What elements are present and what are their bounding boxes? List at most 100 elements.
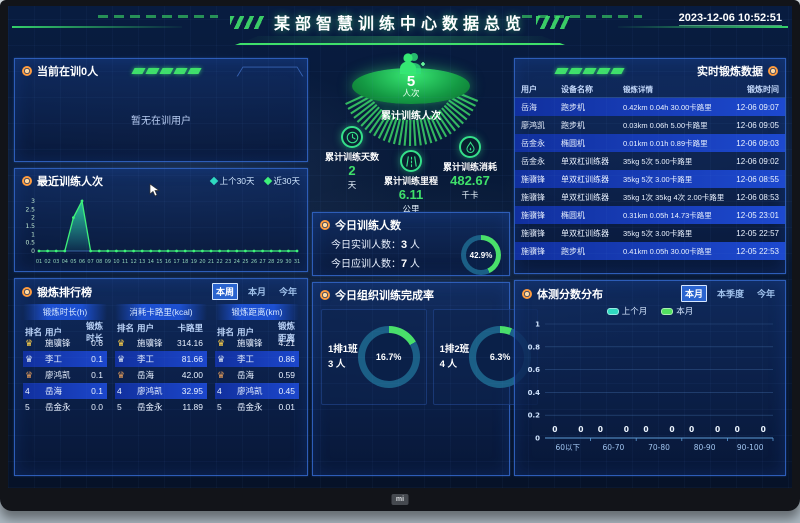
legend-label: 上个30天 — [219, 176, 255, 186]
medal-icon: ♛ — [117, 370, 126, 380]
ranking-panel: 锻炼排行榜 本周 本月 今年 锻炼时长(h) 排名 用户 锻炼时长 ♛ 施骥锋 0.6 ♛ 李工 0.… — [14, 278, 308, 476]
svg-text:03: 03 — [53, 259, 59, 265]
ranking-boards: 锻炼时长(h) 排名 用户 锻炼时长 ♛ 施骥锋 0.6 ♛ 李工 0.1 ♛ 廖鸿凯 0.1 4 岳海 0.… — [15, 302, 307, 417]
svg-text:0: 0 — [535, 435, 540, 443]
value-cell: 0.59 — [278, 370, 295, 380]
ranking-col-header: 卡路里 — [177, 322, 203, 333]
svg-text:1: 1 — [31, 231, 35, 238]
legend-item-近30天[interactable]: 近30天 — [263, 175, 300, 187]
legend-diamond-icon — [209, 176, 218, 186]
stat-value: 482.67 — [450, 173, 490, 188]
svg-text:80-90: 80-90 — [694, 443, 716, 452]
medal-icon: ♛ — [117, 354, 126, 364]
svg-text:1.5: 1.5 — [25, 223, 35, 230]
ranking-tab-本周[interactable]: 本周 — [211, 283, 238, 300]
realtime-cell: 单双杠训练器 — [561, 174, 609, 184]
realtime-cell: 岳金永 — [521, 156, 545, 166]
svg-text:17: 17 — [173, 259, 179, 265]
svg-text:0.6: 0.6 — [528, 366, 541, 374]
ranking-tabs: 本周 本月 今年 — [211, 283, 300, 300]
medal-icon: ♛ — [217, 354, 226, 364]
ranking-tab-今年[interactable]: 今年 — [278, 287, 297, 297]
people-count-blob: 5 人次 — [352, 68, 470, 104]
score-tab-本季度[interactable]: 本季度 — [716, 289, 744, 299]
rank-cell: ♛ — [25, 338, 45, 348]
flame-icon — [465, 140, 475, 153]
monitor-bezel: 某部智慧训练中心数据总览 2023-12-06 10:52:51 当前在训0人 … — [0, 0, 800, 511]
header-dash-right — [522, 15, 642, 18]
realtime-col-header: 锻炼时间 — [747, 84, 779, 94]
svg-text:0.8: 0.8 — [528, 343, 541, 351]
recent-chart-legend: 上个30天 近30天 — [209, 175, 300, 187]
medal-icon: ♛ — [217, 370, 226, 380]
completion-title: 今日组织训练完成率 — [335, 290, 434, 302]
svg-text:0: 0 — [735, 425, 740, 434]
svg-text:18: 18 — [182, 259, 188, 265]
ranking-tab-本月[interactable]: 本月 — [247, 287, 266, 297]
realtime-cell: 跑步机 — [561, 102, 585, 112]
value-cell: 11.89 — [182, 402, 203, 412]
people-count-unit: 人次 — [402, 87, 420, 98]
svg-text:0: 0 — [31, 248, 35, 255]
user-cell: 岳金永 — [237, 402, 263, 412]
realtime-cell: 0.01km 0.01h 0.89卡路里 — [623, 138, 708, 148]
ranking-board-title: 锻炼距离(km) — [215, 304, 299, 320]
realtime-row: 施骥锋 椭圆机 0.31km 0.05h 14.73卡路里 12-05 23:01 — [515, 206, 785, 224]
realtime-cell: 35kg 1次 35kg 4次 2.00卡路里 — [623, 192, 725, 202]
realtime-cell: 0.42km 0.04h 30.00卡路里 — [623, 102, 712, 112]
realtime-cell: 12-05 23:01 — [736, 210, 779, 220]
legend-pill-icon — [661, 307, 674, 315]
svg-text:90-100: 90-100 — [737, 443, 764, 452]
svg-text:22: 22 — [216, 259, 222, 265]
empty-state-text: 暂无在训用户 — [131, 116, 191, 128]
stat-label: 累计训练消耗 — [442, 162, 497, 172]
value-cell: 42.00 — [181, 370, 203, 380]
medal-icon: ♛ — [25, 354, 34, 364]
svg-text:0: 0 — [578, 425, 583, 434]
value-cell: 0.86 — [278, 354, 295, 364]
completion-cards: 1排1班 3 人 16.7% 1排2班 4 人 6.3% — [313, 305, 539, 409]
realtime-cell: 单双杠训练器 — [561, 192, 609, 202]
ranking-row: ♛ 施骥锋 0.6 — [23, 335, 107, 351]
realtime-col-header: 锻炼详情 — [623, 84, 653, 94]
realtime-table: 用户 设备名称 锻炼详情 锻炼时间 岳海 跑步机 0.42km 0.04h 30.00卡路里… — [515, 81, 785, 260]
realtime-cell: 岳金永 — [521, 138, 545, 148]
ranking-col-header: 排名 — [117, 322, 135, 333]
ranking-col-header: 用户 — [137, 322, 155, 333]
target-icon — [320, 290, 330, 300]
ranking-header-row: 排名 用户 卡路里 — [115, 320, 207, 335]
value-cell: 314.16 — [177, 338, 203, 348]
completion-panel: 今日组织训练完成率 1排1班 3 人 16.7% 1排2班 4 人 6.3% — [312, 282, 539, 476]
score-tab-今年[interactable]: 今年 — [756, 289, 775, 299]
realtime-cell: 椭圆机 — [561, 138, 585, 148]
svg-text:15: 15 — [156, 259, 162, 265]
legend-pill-icon — [606, 307, 619, 315]
svg-text:0: 0 — [761, 425, 766, 434]
score-tab-本月[interactable]: 本月 — [680, 285, 707, 302]
svg-text:60-70: 60-70 — [603, 443, 625, 452]
user-cell: 廖鸿凯 — [45, 370, 71, 380]
realtime-cell: 12-06 09:05 — [736, 120, 779, 130]
title-underline — [234, 36, 565, 45]
stat-unit: 千卡 — [461, 189, 479, 200]
realtime-cell: 跑步机 — [561, 246, 585, 256]
stat-label: 累计训练里程 — [383, 176, 438, 186]
value-cell: 32.95 — [181, 386, 203, 396]
target-icon — [522, 288, 532, 299]
svg-text:04: 04 — [62, 259, 68, 265]
legend-item-上个30天[interactable]: 上个30天 — [209, 175, 255, 187]
svg-text:07: 07 — [87, 259, 93, 265]
ranking-row: 4 廖鸿凯 0.45 — [215, 383, 299, 399]
trapezoid-decoration — [236, 66, 304, 77]
realtime-cell: 施骥锋 — [521, 174, 545, 184]
svg-text:31: 31 — [294, 259, 300, 265]
ranking-board-title: 消耗卡路里(kcal) — [115, 304, 207, 320]
legend-item-上个月[interactable]: 上个月 — [606, 305, 647, 317]
realtime-row: 施骥锋 单双杠训练器 35kg 5次 3.00卡路里 12-05 22:57 — [515, 224, 785, 242]
medal-icon: ♛ — [25, 370, 34, 380]
realtime-cell: 12-06 09:03 — [736, 138, 779, 148]
realtime-cell: 椭圆机 — [561, 210, 585, 220]
rank-cell: ♛ — [217, 370, 237, 380]
rank-cell: 4 — [117, 386, 122, 396]
legend-item-本月[interactable]: 本月 — [661, 305, 693, 317]
